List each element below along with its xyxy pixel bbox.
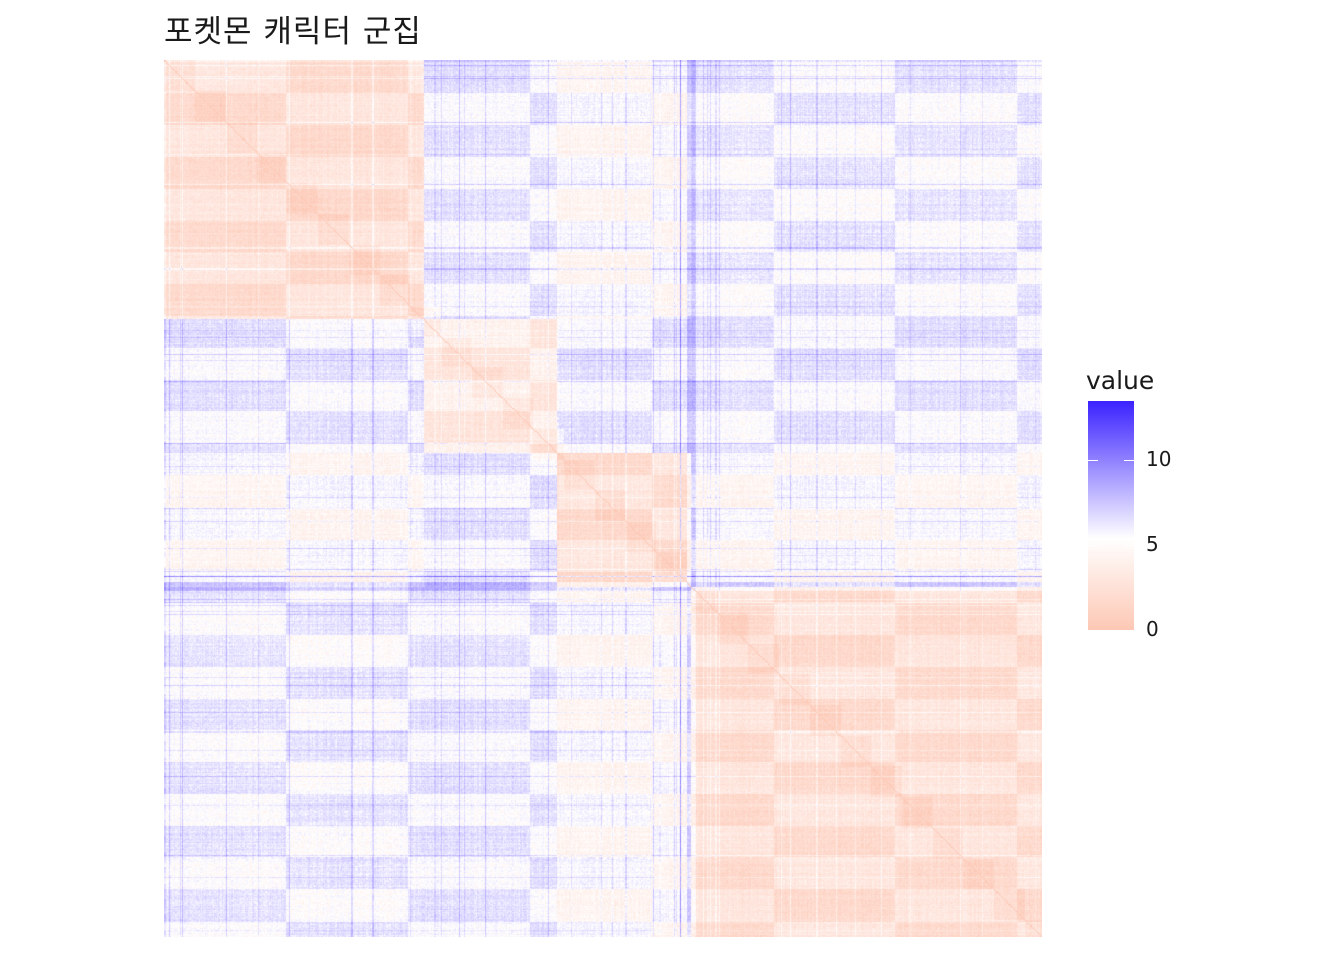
legend-tick-right	[1124, 545, 1134, 547]
legend-tick-left	[1088, 460, 1098, 462]
legend-tick-label: 10	[1146, 447, 1172, 472]
legend-tick-label: 5	[1146, 532, 1159, 557]
heatmap-grid	[164, 60, 1042, 937]
legend-tick-label: 0	[1146, 617, 1159, 641]
legend-tick-left	[1088, 630, 1098, 631]
legend-tick-left	[1088, 545, 1098, 547]
legend-tick-right	[1124, 630, 1134, 631]
legend-colorbar	[1088, 401, 1134, 630]
legend-tick-right	[1124, 460, 1134, 462]
legend: value 10 5 0	[1086, 366, 1206, 646]
legend-title: value	[1086, 366, 1155, 395]
chart-title: 포켓몬 캐릭터 군집	[164, 14, 422, 50]
